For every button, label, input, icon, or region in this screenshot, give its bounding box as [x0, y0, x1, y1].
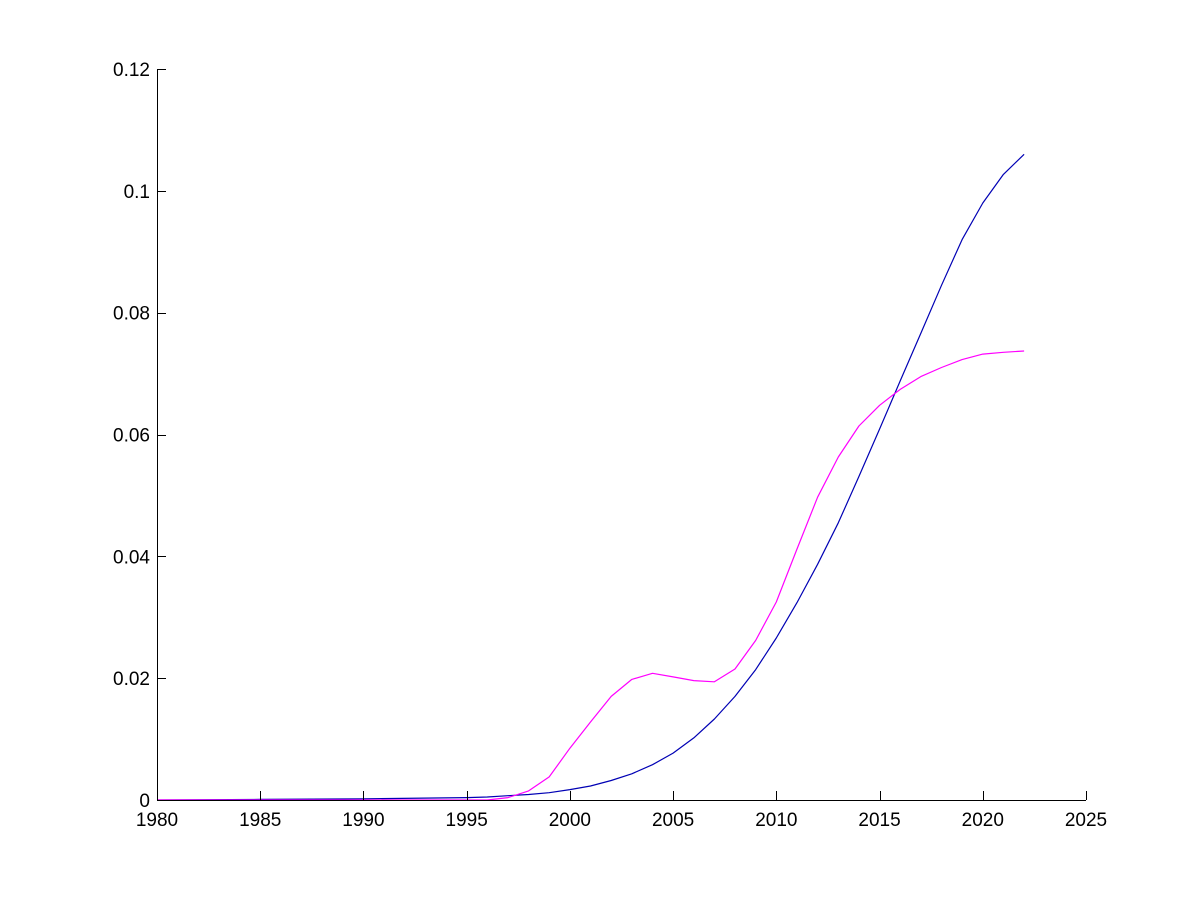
x-tick-label: 1985	[239, 810, 281, 831]
x-tick-label: 2015	[858, 810, 900, 831]
x-tick-label: 1980	[136, 810, 178, 831]
y-axis-ticks: 0 0.02 0.04 0.06 0.08 0.1 0.12	[113, 60, 166, 812]
x-tick-label: 2020	[962, 810, 1004, 831]
y-tick-label: 0.02	[113, 669, 150, 690]
y-tick-label: 0.1	[124, 182, 150, 203]
series-line-1	[156, 153, 1025, 801]
x-tick-label: 2025	[1065, 810, 1107, 831]
x-tick-label: 2005	[652, 810, 694, 831]
y-tick-label: 0.04	[113, 547, 150, 568]
x-tick-label: 1995	[446, 810, 488, 831]
series-layer	[156, 153, 1025, 801]
y-tick-label: 0.06	[113, 426, 150, 447]
series-line-2	[157, 350, 1025, 801]
y-tick-label: 0	[139, 791, 150, 812]
x-tick-label: 2010	[755, 810, 797, 831]
x-tick-label: 1990	[342, 810, 384, 831]
y-tick-label: 0.08	[113, 304, 150, 325]
y-tick-label: 0.12	[113, 60, 150, 81]
x-axis-ticks: 1980 1985 1990 1995 2000 2005 2010 2015 2020 2025	[136, 791, 1107, 831]
x-tick-label: 2000	[549, 810, 591, 831]
